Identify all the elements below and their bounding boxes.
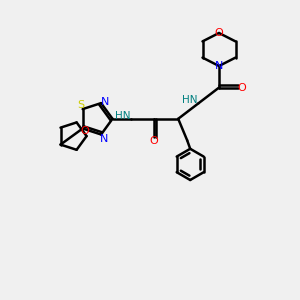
Text: HN: HN bbox=[182, 95, 198, 105]
Text: O: O bbox=[81, 126, 89, 136]
Text: O: O bbox=[237, 82, 246, 93]
Text: S: S bbox=[78, 100, 85, 110]
Text: O: O bbox=[214, 28, 224, 38]
Text: HN: HN bbox=[115, 111, 130, 121]
Text: N: N bbox=[215, 61, 223, 71]
Text: O: O bbox=[149, 136, 158, 146]
Text: N: N bbox=[100, 134, 108, 144]
Text: N: N bbox=[101, 97, 110, 107]
